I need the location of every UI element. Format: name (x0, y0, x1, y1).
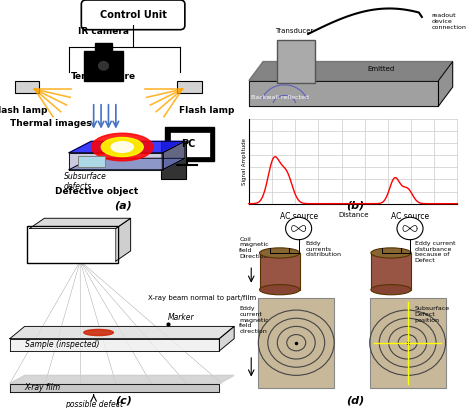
FancyBboxPatch shape (370, 298, 446, 388)
FancyBboxPatch shape (82, 0, 185, 30)
Text: X-ray film: X-ray film (25, 383, 61, 392)
Ellipse shape (91, 133, 153, 161)
Text: Eddy
current
magnetic
field
direction: Eddy current magnetic field direction (239, 306, 269, 334)
Circle shape (99, 62, 109, 70)
Ellipse shape (371, 285, 411, 295)
Text: Flash lamp: Flash lamp (0, 106, 47, 115)
Polygon shape (177, 81, 202, 93)
FancyBboxPatch shape (95, 44, 112, 54)
FancyBboxPatch shape (259, 253, 300, 290)
FancyBboxPatch shape (162, 141, 186, 179)
Text: Flash lamp: Flash lamp (179, 106, 235, 115)
FancyBboxPatch shape (27, 226, 118, 263)
Polygon shape (438, 62, 453, 106)
Polygon shape (69, 158, 185, 170)
Text: (b): (b) (346, 200, 365, 210)
Circle shape (285, 217, 312, 239)
FancyBboxPatch shape (78, 156, 105, 166)
Text: readout
device
connection: readout device connection (431, 13, 466, 29)
Ellipse shape (84, 329, 113, 335)
FancyBboxPatch shape (258, 298, 334, 388)
Text: (d): (d) (346, 396, 365, 406)
Ellipse shape (101, 137, 143, 157)
Text: Emitted: Emitted (367, 66, 394, 72)
FancyBboxPatch shape (371, 253, 411, 290)
Polygon shape (69, 153, 163, 170)
FancyBboxPatch shape (165, 127, 214, 161)
Text: Transducer: Transducer (275, 28, 313, 34)
Text: Temperature: Temperature (71, 72, 136, 81)
Polygon shape (15, 81, 39, 93)
Text: AC source: AC source (280, 212, 318, 221)
Text: Signal Amplitude: Signal Amplitude (242, 138, 246, 185)
Text: Subsurface
defects: Subsurface defects (64, 172, 107, 191)
Text: Subsurface
Defect
position: Subsurface Defect position (415, 306, 450, 323)
FancyBboxPatch shape (170, 131, 210, 157)
Polygon shape (249, 81, 438, 106)
Ellipse shape (371, 248, 411, 258)
Text: X-ray beam normal to part/film: X-ray beam normal to part/film (148, 295, 256, 301)
Text: Control Unit: Control Unit (100, 10, 166, 20)
Text: (c): (c) (115, 396, 132, 406)
Text: IR camera: IR camera (78, 27, 129, 36)
Text: PC: PC (182, 139, 196, 149)
Text: Thermal images: Thermal images (10, 119, 91, 128)
Text: X-ray tube device: X-ray tube device (36, 240, 110, 249)
Text: AC source: AC source (391, 212, 429, 221)
Text: Eddy current
disturbance
because of
Defect: Eddy current disturbance because of Defe… (415, 241, 455, 263)
Polygon shape (10, 384, 219, 392)
Ellipse shape (111, 142, 133, 152)
Text: Backwall reflected: Backwall reflected (251, 95, 309, 100)
Text: Sample (inspected): Sample (inspected) (25, 340, 99, 349)
Text: Defective object: Defective object (55, 187, 139, 196)
Polygon shape (69, 141, 185, 153)
FancyBboxPatch shape (84, 51, 123, 81)
Circle shape (95, 58, 112, 73)
Circle shape (397, 217, 423, 239)
FancyBboxPatch shape (277, 40, 315, 83)
Polygon shape (10, 339, 219, 351)
Text: Eddy
currents
distribution: Eddy currents distribution (306, 241, 342, 257)
Text: Marker: Marker (168, 313, 194, 322)
Polygon shape (29, 218, 131, 228)
Ellipse shape (259, 248, 300, 258)
Text: Distance: Distance (338, 212, 368, 218)
Polygon shape (10, 326, 234, 339)
Text: Coil
magnetic
field
Direction: Coil magnetic field Direction (239, 237, 269, 259)
Polygon shape (249, 62, 453, 81)
Polygon shape (10, 375, 234, 384)
Text: (a): (a) (114, 200, 132, 210)
Polygon shape (219, 326, 234, 351)
Ellipse shape (259, 285, 300, 295)
Polygon shape (163, 141, 185, 170)
Text: possible defect: possible defect (64, 400, 123, 408)
Polygon shape (116, 218, 131, 261)
